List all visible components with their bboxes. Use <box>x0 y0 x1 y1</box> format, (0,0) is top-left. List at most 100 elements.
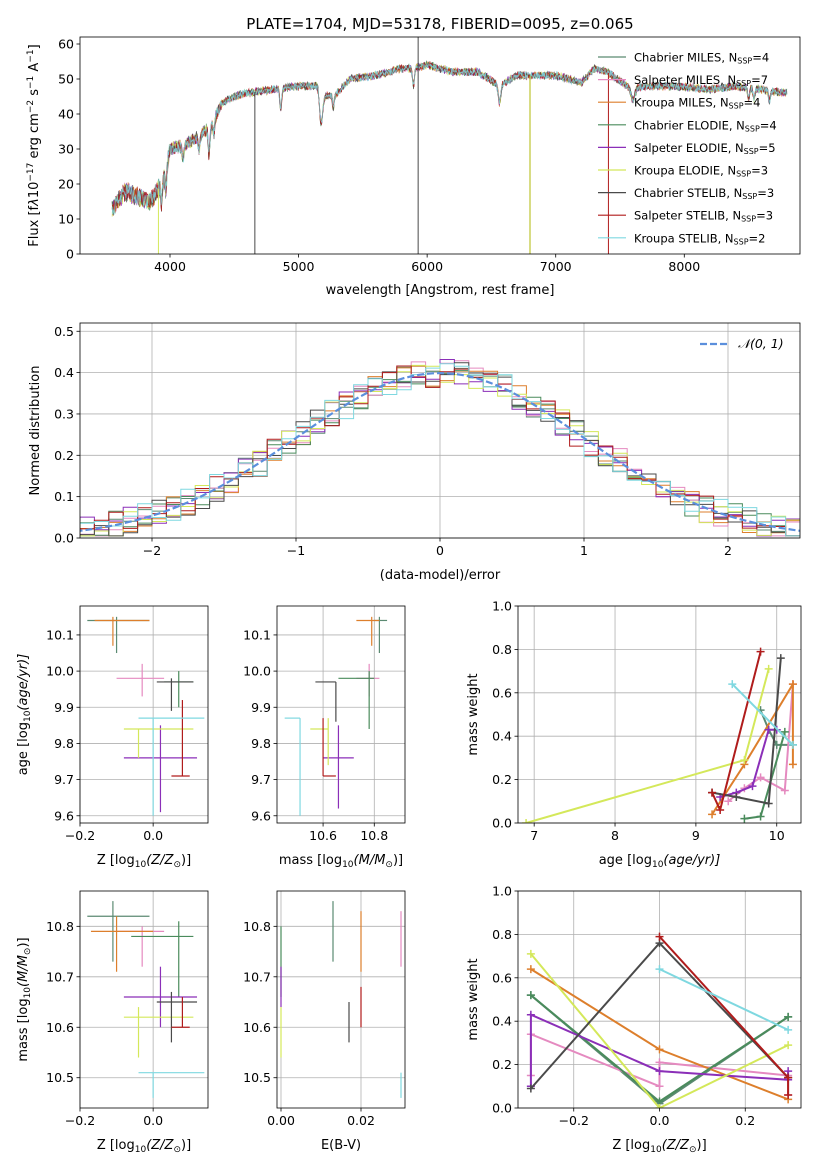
y-tick-label: 10.6 <box>46 1020 74 1035</box>
plot-area <box>80 359 800 537</box>
x-axis-label: Z [log10(Z/Z⊙)] <box>97 853 191 870</box>
x-tick-label: 0.0 <box>143 1113 163 1128</box>
label-part: ⊙ <box>385 860 393 870</box>
y-tick-label: 10.8 <box>243 919 271 934</box>
y-tick-label: 9.7 <box>54 772 74 787</box>
x-tick-label: 6000 <box>411 259 443 274</box>
y-tick-label: 0.6 <box>492 970 512 985</box>
y-tick-label: 0.2 <box>54 448 74 463</box>
label-part: ⊙ <box>173 860 181 870</box>
legend-label: Kroupa MILES, NSSP=4 <box>634 96 760 111</box>
y-axis-label: mass weight <box>466 673 481 755</box>
label-part: s <box>27 89 42 100</box>
weight-marker <box>764 799 773 808</box>
weight-marker <box>526 1010 535 1019</box>
weight-line <box>659 968 789 1031</box>
weight-marker <box>788 680 797 689</box>
weight-marker <box>784 1073 793 1082</box>
label-part: Flux [f <box>27 205 42 246</box>
plot-area <box>522 647 797 823</box>
x-tick-label: −0.2 <box>65 828 95 843</box>
label-part: (M/M <box>16 955 31 987</box>
weight-marker <box>655 1104 664 1108</box>
legend-subscript: SSP <box>737 57 752 66</box>
axes-frame <box>79 36 801 255</box>
label-part: 10 <box>135 860 147 870</box>
legend-label: Chabrier ELODIE, NSSP=4 <box>634 118 777 133</box>
y-tick-label: 9.9 <box>251 700 271 715</box>
weight-marker <box>788 760 797 769</box>
plot-area <box>280 901 402 1098</box>
weight-marker <box>526 991 535 1000</box>
x-axis-label: E(B-V) <box>321 1138 361 1153</box>
legend-count: =7 <box>751 73 768 87</box>
legend-subscript: SSP <box>741 215 756 224</box>
y-tick-label: 10.8 <box>46 919 74 934</box>
weight-marker <box>764 725 773 734</box>
y-tick-label: 9.9 <box>54 700 74 715</box>
weight-marker <box>522 819 531 823</box>
x-tick-label: 5000 <box>283 259 315 274</box>
y-tick-label: 0.4 <box>54 365 74 380</box>
y-tick-label: 9.8 <box>251 736 271 751</box>
legend-subscript: SSP <box>736 79 751 88</box>
label-part: mass [log <box>279 853 342 868</box>
label-part: (Z/Z <box>146 853 174 868</box>
y-tick-label: 0.4 <box>492 729 512 744</box>
y-tick-label: 10 <box>58 212 74 227</box>
x-tick-label: −1 <box>287 543 305 558</box>
y-tick-label: 0.0 <box>492 1101 512 1116</box>
x-tick-label: 7000 <box>540 259 572 274</box>
y-tick-label: 20 <box>58 177 74 192</box>
y-tick-label: 10.0 <box>243 664 271 679</box>
panel-weight_vs_age: 7 8 9 10 0.0 0.2 0.4 0.6 0.8 1.0 mass weight age [l… <box>466 599 802 870</box>
legend-label: Kroupa ELODIE, NSSP=3 <box>634 164 768 179</box>
label-part: )] <box>181 853 191 868</box>
weight-marker <box>788 740 797 749</box>
weight-line <box>711 658 782 805</box>
x-tick-label: −0.2 <box>65 1113 95 1128</box>
label-part: (age/yr)] <box>663 853 720 868</box>
weight-marker <box>740 756 749 765</box>
y-tick-label: 0.6 <box>492 685 512 700</box>
y-tick-label: 9.7 <box>251 772 271 787</box>
label-part: Z [log <box>97 1138 135 1153</box>
weight-marker <box>784 1041 793 1050</box>
normal-reference-curve <box>80 371 800 532</box>
label-part: mass [log <box>16 998 31 1061</box>
figure-title: PLATE=1704, MJD=53178, FIBERID=0095, z=0… <box>246 15 633 33</box>
histogram-series <box>80 362 800 537</box>
y-tick-label: 0.8 <box>492 927 512 942</box>
x-axis-label: wavelength [Angstrom, rest frame] <box>326 283 555 298</box>
weight-marker <box>748 782 757 791</box>
legend-name: Salpeter ELODIE, N <box>634 141 744 155</box>
axes-frame <box>79 890 209 1109</box>
x-tick-label: 0.2 <box>735 1113 755 1128</box>
panel-residuals: −2 −1 0 1 2 0.0 0.1 0.2 0.3 0.4 0.5 𝒩(0, 1) (data-mo… <box>28 322 801 583</box>
label-part: (Z/Z <box>662 1138 690 1153</box>
label-part: )] <box>16 937 31 947</box>
y-tick-label: 0.3 <box>54 406 74 421</box>
plot-area <box>111 37 788 254</box>
weight-line <box>759 709 793 746</box>
label-part: λ <box>27 198 42 207</box>
weight-marker <box>776 654 785 663</box>
histogram-series <box>80 363 800 537</box>
label-part: (M/M <box>354 853 386 868</box>
y-tick-label: 1.0 <box>492 599 512 614</box>
weight-line <box>525 668 770 823</box>
x-tick-label: 0.00 <box>267 1113 295 1128</box>
legend-name: Chabrier MILES, N <box>634 51 737 65</box>
x-tick-label: 10.6 <box>309 828 337 843</box>
label-part: 10 <box>23 710 33 722</box>
y-tick-label: 9.6 <box>54 808 74 823</box>
label-part: )] <box>181 1138 191 1153</box>
y-tick-label: 0 <box>66 247 74 262</box>
y-tick-label: 10.1 <box>46 627 74 642</box>
legend-label: Salpeter MILES, NSSP=7 <box>634 73 768 88</box>
weight-marker <box>780 786 789 795</box>
y-axis-label: mass [log10(M/M⊙)] <box>16 937 33 1061</box>
legend-count: =3 <box>751 164 768 178</box>
weight-marker <box>740 814 749 823</box>
